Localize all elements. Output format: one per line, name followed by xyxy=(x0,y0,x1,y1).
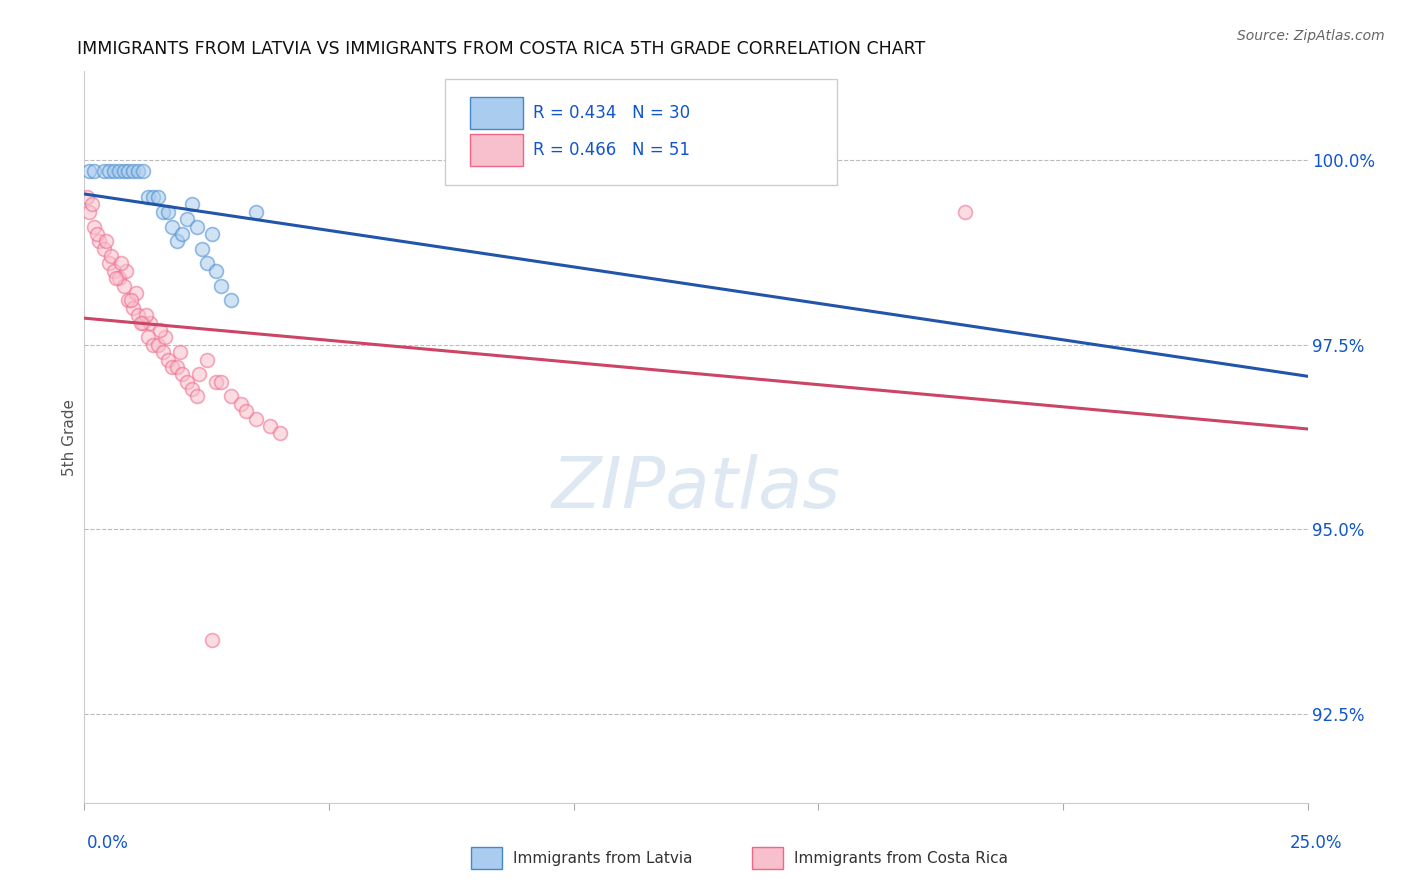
Point xyxy=(186,389,208,403)
Point xyxy=(152,345,174,359)
Text: R = 0.434   N = 30: R = 0.434 N = 30 xyxy=(533,104,690,122)
Point xyxy=(269,426,291,441)
Point xyxy=(245,204,267,219)
Point xyxy=(146,337,169,351)
Point xyxy=(200,633,222,648)
Point xyxy=(209,278,232,293)
Point xyxy=(122,164,145,178)
Point xyxy=(117,293,139,308)
Point xyxy=(136,190,159,204)
Point xyxy=(135,308,157,322)
Point xyxy=(953,204,976,219)
Point xyxy=(181,382,204,396)
Point xyxy=(107,164,129,178)
Point xyxy=(169,345,191,359)
Point xyxy=(110,256,132,270)
Point xyxy=(77,204,100,219)
Point xyxy=(205,375,228,389)
Point xyxy=(489,153,512,167)
Point xyxy=(162,219,184,234)
Y-axis label: 5th Grade: 5th Grade xyxy=(62,399,77,475)
Point xyxy=(235,404,257,418)
Point xyxy=(127,164,149,178)
Point xyxy=(103,164,125,178)
Point xyxy=(80,197,103,211)
Point xyxy=(156,204,179,219)
Point xyxy=(112,164,135,178)
Point xyxy=(172,368,194,382)
Text: R = 0.466   N = 51: R = 0.466 N = 51 xyxy=(533,141,690,159)
Point xyxy=(195,256,218,270)
Point xyxy=(146,190,169,204)
Point xyxy=(120,293,142,308)
Point xyxy=(132,164,155,178)
Point xyxy=(149,323,172,337)
Point xyxy=(142,190,165,204)
Bar xyxy=(471,847,502,869)
Point xyxy=(191,242,214,256)
Point xyxy=(105,271,128,285)
Point xyxy=(77,164,100,178)
Point xyxy=(259,419,281,434)
Point xyxy=(96,235,118,249)
Point xyxy=(97,256,120,270)
Point xyxy=(219,389,242,403)
Point xyxy=(156,352,179,367)
Point xyxy=(93,164,115,178)
Point xyxy=(117,164,139,178)
Point xyxy=(136,330,159,344)
Point xyxy=(188,368,211,382)
Point xyxy=(186,219,208,234)
Point xyxy=(125,285,148,300)
Point xyxy=(172,227,194,241)
Text: 0.0%: 0.0% xyxy=(87,834,129,852)
Point xyxy=(86,227,108,241)
Point xyxy=(205,264,228,278)
Point xyxy=(176,375,198,389)
Point xyxy=(93,242,115,256)
Point xyxy=(166,359,188,374)
Text: Immigrants from Latvia: Immigrants from Latvia xyxy=(513,851,693,865)
Point xyxy=(76,190,98,204)
Point xyxy=(107,271,129,285)
Point xyxy=(129,316,152,330)
Point xyxy=(195,352,218,367)
Point xyxy=(181,197,204,211)
Point xyxy=(83,219,105,234)
Point xyxy=(229,397,252,411)
Point xyxy=(112,278,135,293)
Point xyxy=(166,235,188,249)
Point xyxy=(152,204,174,219)
Point xyxy=(219,293,242,308)
Text: Source: ZipAtlas.com: Source: ZipAtlas.com xyxy=(1237,29,1385,43)
Point xyxy=(245,411,267,425)
Point xyxy=(139,316,162,330)
FancyBboxPatch shape xyxy=(470,97,523,129)
Point xyxy=(176,212,198,227)
Point xyxy=(97,164,120,178)
Point xyxy=(142,337,165,351)
Point xyxy=(83,164,105,178)
FancyBboxPatch shape xyxy=(446,78,837,185)
Bar xyxy=(752,847,783,869)
Text: ZIPatlas: ZIPatlas xyxy=(551,454,841,523)
Text: 25.0%: 25.0% xyxy=(1291,834,1343,852)
Point xyxy=(87,235,110,249)
Point xyxy=(122,301,145,315)
Point xyxy=(200,227,222,241)
Text: Immigrants from Costa Rica: Immigrants from Costa Rica xyxy=(794,851,1008,865)
Text: IMMIGRANTS FROM LATVIA VS IMMIGRANTS FROM COSTA RICA 5TH GRADE CORRELATION CHART: IMMIGRANTS FROM LATVIA VS IMMIGRANTS FRO… xyxy=(77,40,925,58)
FancyBboxPatch shape xyxy=(470,134,523,166)
Point xyxy=(209,375,232,389)
Point xyxy=(162,359,184,374)
Point xyxy=(115,264,138,278)
Point xyxy=(153,330,176,344)
Point xyxy=(132,316,155,330)
Point xyxy=(103,264,125,278)
Point xyxy=(127,308,149,322)
Point xyxy=(100,249,122,263)
